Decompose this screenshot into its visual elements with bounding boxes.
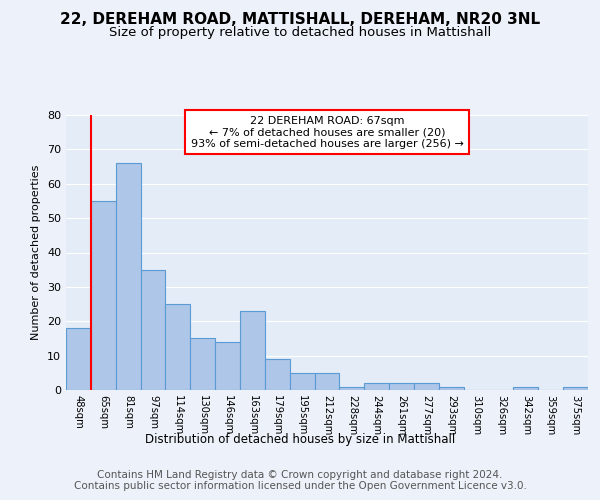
Bar — [389, 383, 414, 390]
Text: Contains HM Land Registry data © Crown copyright and database right 2024.: Contains HM Land Registry data © Crown c… — [97, 470, 503, 480]
Bar — [364, 383, 389, 390]
Bar — [66, 328, 91, 390]
Bar — [190, 338, 215, 390]
Bar — [265, 359, 290, 390]
Bar — [166, 304, 190, 390]
Bar — [514, 386, 538, 390]
Bar — [116, 163, 140, 390]
Bar — [290, 373, 314, 390]
Bar — [215, 342, 240, 390]
Bar — [439, 386, 464, 390]
Text: Size of property relative to detached houses in Mattishall: Size of property relative to detached ho… — [109, 26, 491, 39]
Text: Distribution of detached houses by size in Mattishall: Distribution of detached houses by size … — [145, 432, 455, 446]
Bar — [314, 373, 340, 390]
Y-axis label: Number of detached properties: Number of detached properties — [31, 165, 41, 340]
Bar — [414, 383, 439, 390]
Bar — [140, 270, 166, 390]
Bar — [340, 386, 364, 390]
Text: 22 DEREHAM ROAD: 67sqm
← 7% of detached houses are smaller (20)
93% of semi-deta: 22 DEREHAM ROAD: 67sqm ← 7% of detached … — [191, 116, 463, 149]
Text: 22, DEREHAM ROAD, MATTISHALL, DEREHAM, NR20 3NL: 22, DEREHAM ROAD, MATTISHALL, DEREHAM, N… — [60, 12, 540, 28]
Bar — [91, 201, 116, 390]
Bar — [563, 386, 588, 390]
Bar — [240, 311, 265, 390]
Text: Contains public sector information licensed under the Open Government Licence v3: Contains public sector information licen… — [74, 481, 526, 491]
